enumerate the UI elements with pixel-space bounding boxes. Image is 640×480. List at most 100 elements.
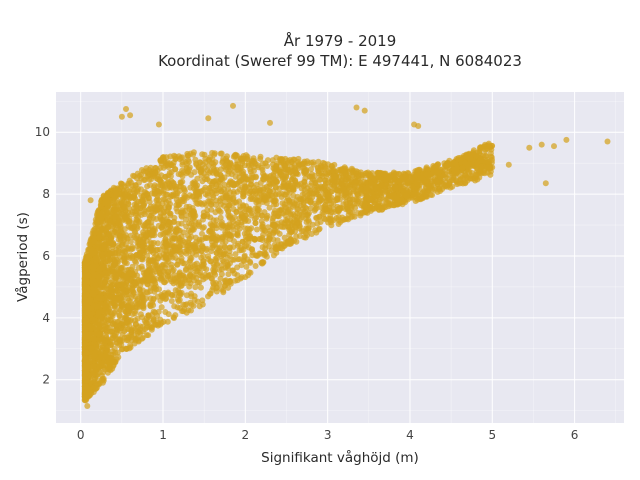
data-points [81,102,611,409]
data-point-4390 [213,280,219,286]
data-point-2769 [137,311,144,318]
data-point-3172 [213,217,220,224]
data-point-4760 [103,273,110,280]
data-point-3443 [247,259,254,266]
data-point-2314 [122,345,129,352]
data-point-4864 [282,183,289,190]
data-point-4746 [266,180,273,187]
data-point-4481 [403,192,410,199]
data-point-4091 [219,262,226,269]
data-point-4538 [171,292,178,299]
data-point-4647 [137,330,144,337]
data-point-4174 [237,203,244,210]
data-point-3551 [234,231,240,238]
data-point-4959 [208,258,214,265]
data-point-3438 [217,195,224,202]
data-point-484 [205,253,212,260]
data-point-4115 [147,303,154,310]
chart-title-line-2: Koordinat (Sweref 99 TM): E 497441, N 60… [158,52,522,70]
data-point-4940 [110,203,117,210]
data-point-4871 [123,235,130,241]
data-point-4757 [108,283,115,290]
data-point-4867 [269,218,276,225]
data-point-3611 [252,220,259,226]
data-point-3508 [273,154,280,161]
data-point-4962 [342,216,349,223]
data-point-3348 [188,307,194,314]
data-point-3815 [316,176,323,183]
data-point-4833 [207,227,214,234]
data-point-4920 [174,190,181,197]
data-point-4794 [313,229,320,236]
data-point-3769 [138,256,145,263]
data-point-4531 [93,258,100,264]
data-point-4916 [113,322,120,329]
data-point-4199 [125,333,132,340]
data-point-4509 [375,203,382,209]
data-point-4357 [167,212,174,219]
data-point-4777 [357,210,364,217]
data-point-4935 [416,166,422,173]
data-point-4881 [93,344,100,351]
data-point-4845 [365,169,371,176]
data-point-4928 [111,301,118,308]
data-point-4646 [111,259,118,266]
data-point-4084 [168,298,175,304]
data-point-4119 [187,254,194,261]
data-point-4756 [260,170,266,177]
data-point-4711 [208,201,215,208]
data-point-4532 [272,184,279,191]
data-point-4878 [322,177,329,184]
data-point-4811 [164,179,171,186]
data-point-4484 [286,197,293,204]
data-point-4621 [328,176,335,182]
data-point-4937 [300,208,307,215]
data-point-4880 [102,301,109,308]
data-point-4966 [451,167,458,173]
data-point-3554 [134,232,140,239]
data-point-3627 [193,260,200,267]
data-point-4854 [92,216,99,223]
data-point-4441 [163,261,169,268]
data-point-3455 [227,189,234,196]
data-point-4059 [203,202,210,208]
data-point-4797 [345,208,352,215]
data-point-3264 [189,225,196,232]
data-point-4565 [342,194,349,201]
data-point-4815 [382,188,389,195]
data-point-4556 [160,268,166,275]
data-point-4967 [98,348,105,355]
data-point-4536 [136,172,143,179]
data-point-3785 [186,206,193,213]
data-point-4567 [135,337,142,344]
data-point-4877 [333,215,340,221]
data-point-4955 [346,200,353,206]
data-point-4849 [194,175,201,182]
data-point-3374 [218,150,225,157]
data-point-4058 [436,185,443,192]
data-point-3511 [315,185,322,192]
data-point-4366 [190,244,197,251]
data-point-3542 [133,219,140,226]
data-point-4542 [246,184,252,191]
data-point-3460 [291,202,298,209]
data-point-4714 [111,271,117,278]
data-point-4609 [353,188,360,195]
data-point-4585 [138,263,145,270]
data-point-4831 [266,236,272,243]
data-point-4918 [310,190,317,197]
data-point-4281 [190,151,197,158]
data-point-4798 [226,252,233,259]
data-point-4893 [95,331,102,338]
data-point-4749 [192,234,199,241]
data-point-4934 [132,317,139,324]
data-point-4725 [117,327,123,334]
data-point-4589 [115,219,122,226]
data-point-4884 [97,266,103,273]
data-point-4419 [116,232,123,239]
data-point-4910 [91,336,98,343]
data-point-4250 [305,197,312,204]
data-point-4863 [183,266,190,272]
data-point-3517 [284,216,291,223]
data-point-4956 [396,175,403,182]
